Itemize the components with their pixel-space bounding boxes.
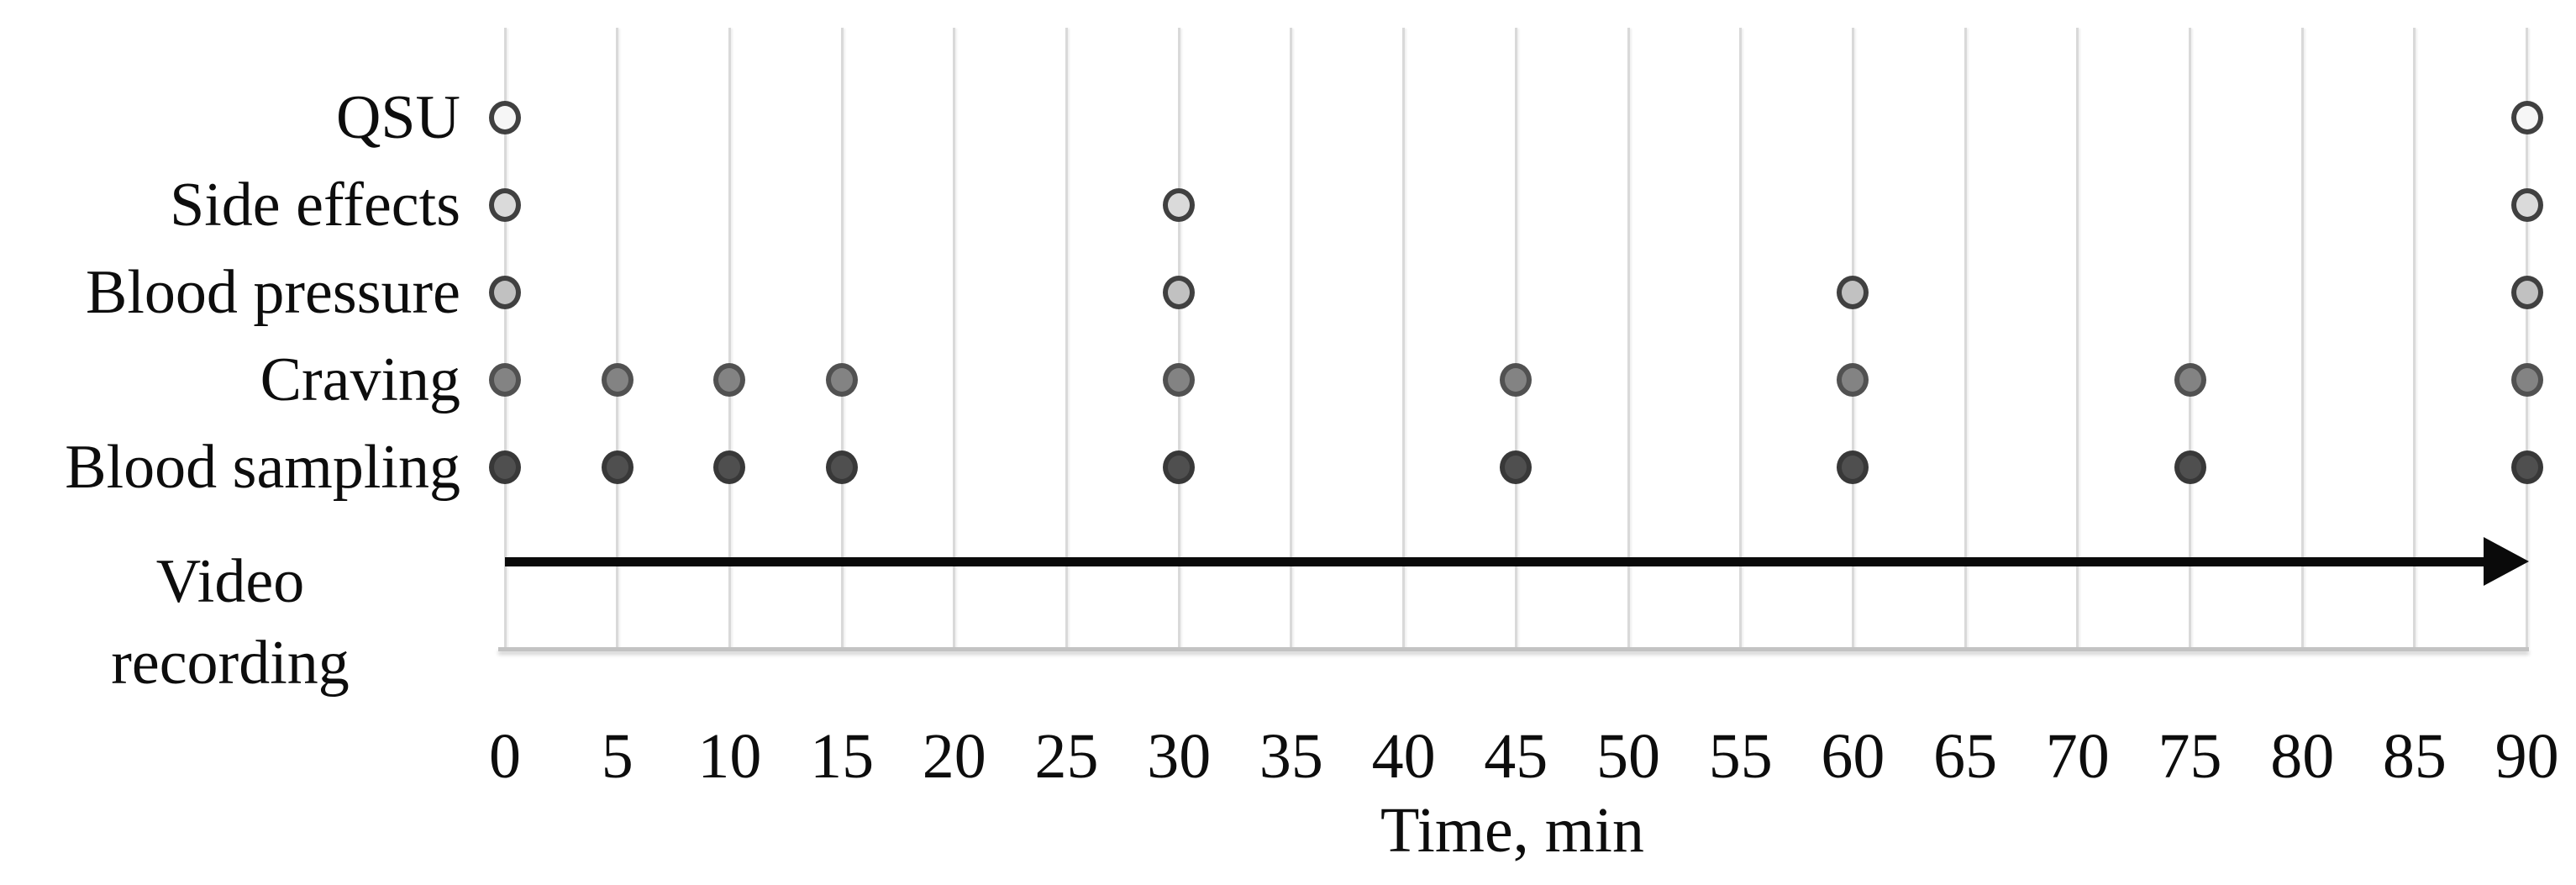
data-point xyxy=(826,363,859,397)
gridline xyxy=(1851,28,1854,647)
gridline xyxy=(1627,28,1630,647)
gridline xyxy=(840,28,844,647)
data-point xyxy=(1163,276,1196,309)
row-label-blood-pressure: Blood pressure xyxy=(86,258,460,327)
data-point xyxy=(1163,363,1196,397)
x-tick-label: 55 xyxy=(1708,721,1773,792)
x-tick-label: 70 xyxy=(2045,721,2110,792)
data-point xyxy=(1500,450,1532,484)
x-tick-label: 65 xyxy=(1933,721,1998,792)
gridline xyxy=(1739,28,1743,647)
x-tick-label: 10 xyxy=(697,721,762,792)
row-label-line: recording xyxy=(111,629,350,698)
x-axis-line xyxy=(498,647,2529,651)
row-label-line: Video xyxy=(155,547,305,616)
data-point xyxy=(2510,450,2543,484)
gridline xyxy=(2189,28,2191,647)
row-label-craving: Craving xyxy=(260,345,460,414)
x-tick-label: 45 xyxy=(1484,721,1548,792)
row-label-blood-sampling: Blood sampling xyxy=(65,433,460,502)
gridline xyxy=(728,28,731,647)
data-point xyxy=(489,363,521,397)
x-tick-label: 80 xyxy=(2270,721,2335,792)
data-point xyxy=(489,101,521,134)
data-point xyxy=(489,276,521,309)
video-recording-arrowhead xyxy=(2483,537,2529,586)
x-tick-label: 75 xyxy=(2158,721,2222,792)
x-tick-label: 60 xyxy=(1821,721,1885,792)
x-tick-label: 50 xyxy=(1596,721,1660,792)
data-point xyxy=(2510,276,2543,309)
x-tick-label: 25 xyxy=(1034,721,1099,792)
gridline xyxy=(1514,28,1517,647)
video-recording-arrow xyxy=(505,557,2484,566)
gridline xyxy=(953,28,956,647)
gridline xyxy=(2076,28,2079,647)
x-tick-label: 0 xyxy=(489,721,521,792)
row-label-video-recording: Video recording xyxy=(0,541,460,704)
data-point xyxy=(601,363,633,397)
data-point xyxy=(2174,363,2206,397)
data-point xyxy=(2510,101,2543,134)
gridline xyxy=(2413,28,2416,647)
data-point xyxy=(1837,363,1869,397)
x-tick-label: 5 xyxy=(601,721,633,792)
data-point xyxy=(601,450,633,484)
x-tick-label: 40 xyxy=(1371,721,1436,792)
data-point xyxy=(2510,188,2543,222)
data-point xyxy=(1163,450,1196,484)
data-point xyxy=(1837,276,1869,309)
gridline xyxy=(1964,28,1967,647)
gridline xyxy=(503,28,507,647)
x-tick-label: 85 xyxy=(2382,721,2447,792)
row-label-qsu: QSU xyxy=(335,83,460,152)
data-point xyxy=(1500,363,1532,397)
data-point xyxy=(1837,450,1869,484)
data-point xyxy=(713,450,746,484)
x-tick-label: 35 xyxy=(1259,721,1323,792)
row-label-side-effects: Side effects xyxy=(170,171,460,240)
gridline xyxy=(1177,28,1180,647)
x-tick-label: 20 xyxy=(922,721,986,792)
data-point xyxy=(2510,363,2543,397)
data-point xyxy=(489,450,521,484)
gridline xyxy=(1065,28,1068,647)
data-point xyxy=(713,363,746,397)
x-axis-title: Time, min xyxy=(1380,795,1644,866)
data-point xyxy=(826,450,859,484)
x-tick-label: 90 xyxy=(2495,721,2559,792)
data-point xyxy=(2174,450,2206,484)
x-tick-label: 15 xyxy=(810,721,875,792)
gridline xyxy=(616,28,619,647)
gridline xyxy=(2300,28,2304,647)
gridline xyxy=(1290,28,1293,647)
data-point xyxy=(1163,188,1196,222)
data-point xyxy=(489,188,521,222)
gridline xyxy=(1402,28,1406,647)
gridline xyxy=(2526,28,2529,647)
x-tick-label: 30 xyxy=(1147,721,1212,792)
